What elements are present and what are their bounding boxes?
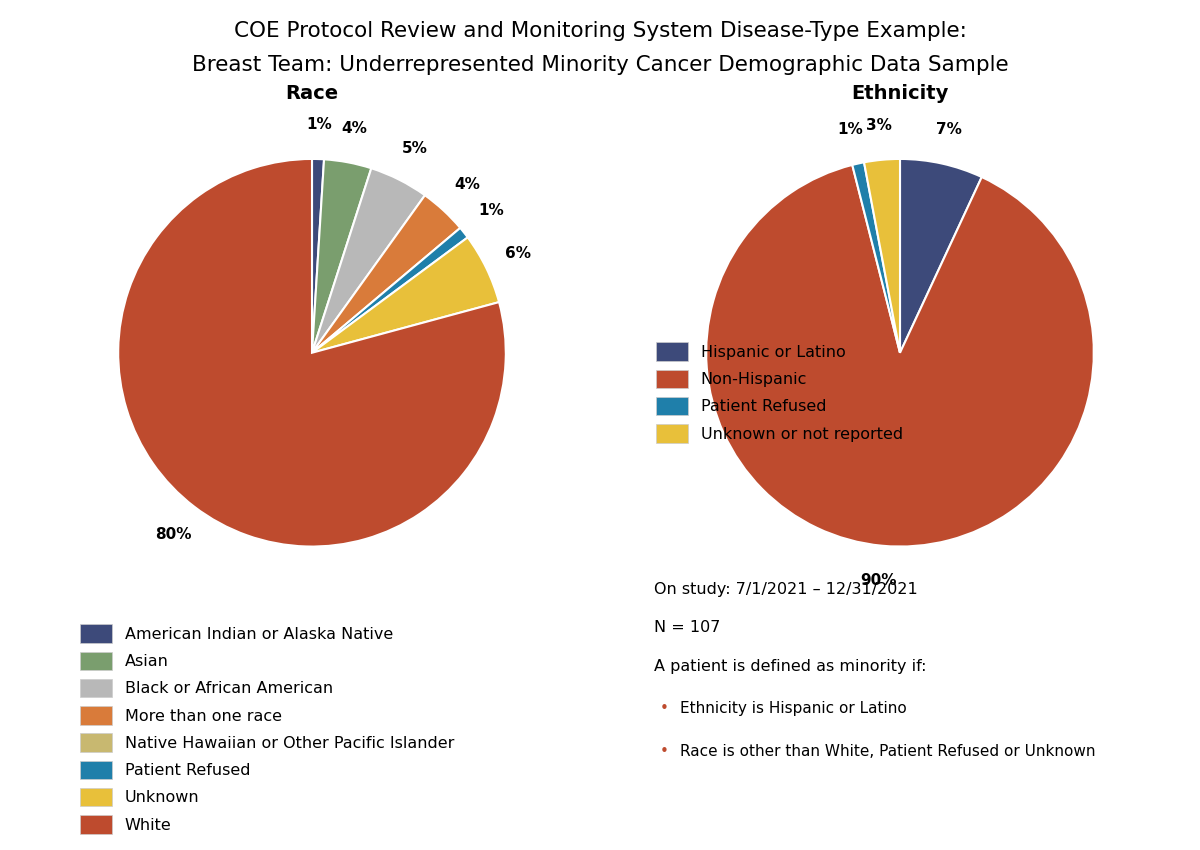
Wedge shape [707,165,1093,547]
Text: N = 107: N = 107 [654,620,720,636]
Wedge shape [852,162,900,353]
Text: 6%: 6% [505,246,530,261]
Text: 1%: 1% [838,122,864,137]
Text: Ethnicity is Hispanic or Latino: Ethnicity is Hispanic or Latino [680,701,907,717]
Text: 3%: 3% [865,117,892,133]
Text: Breast Team: Underrepresented Minority Cancer Demographic Data Sample: Breast Team: Underrepresented Minority C… [192,55,1008,76]
Legend: Hispanic or Latino, Non-Hispanic, Patient Refused, Unknown or not reported: Hispanic or Latino, Non-Hispanic, Patien… [656,343,902,443]
Wedge shape [312,237,499,353]
Wedge shape [864,159,900,353]
Title: Ethnicity: Ethnicity [851,84,949,104]
Wedge shape [312,196,461,353]
Title: Race: Race [286,84,338,104]
Text: 4%: 4% [342,121,367,135]
Text: 1%: 1% [479,203,504,218]
Text: 4%: 4% [455,178,480,192]
Wedge shape [312,228,468,353]
Text: 5%: 5% [402,141,428,156]
Text: COE Protocol Review and Monitoring System Disease-Type Example:: COE Protocol Review and Monitoring Syste… [234,21,966,42]
Wedge shape [119,159,506,547]
Text: Race is other than White, Patient Refused or Unknown: Race is other than White, Patient Refuse… [680,744,1096,759]
Text: On study: 7/1/2021 – 12/31/2021: On study: 7/1/2021 – 12/31/2021 [654,582,918,598]
Text: 7%: 7% [936,122,962,137]
Wedge shape [900,159,982,353]
Text: •: • [660,701,668,717]
Text: 1%: 1% [306,116,332,132]
Legend: American Indian or Alaska Native, Asian, Black or African American, More than on: American Indian or Alaska Native, Asian,… [80,625,454,834]
Wedge shape [312,159,371,353]
Text: A patient is defined as minority if:: A patient is defined as minority if: [654,659,926,674]
Text: •: • [660,744,668,759]
Wedge shape [312,159,324,353]
Text: 80%: 80% [155,527,191,541]
Text: 90%: 90% [860,573,896,588]
Wedge shape [312,168,425,353]
